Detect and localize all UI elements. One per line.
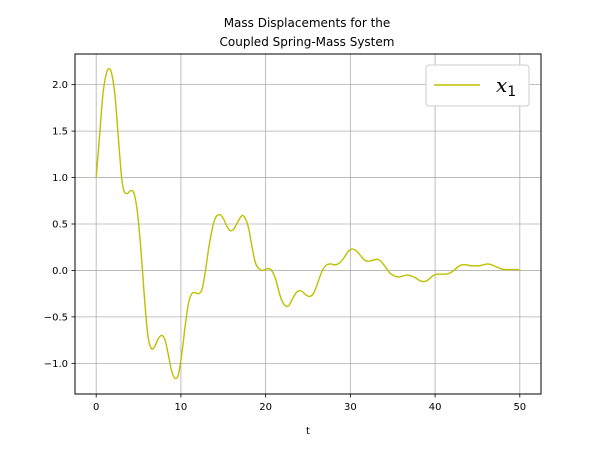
chart-title-line-1: Mass Displacements for the <box>224 16 391 30</box>
x-tick-label: 0 <box>93 402 99 413</box>
y-tick-label: 0.5 <box>52 220 68 231</box>
y-tick-label: 2.0 <box>52 80 68 91</box>
x-tick-label: 30 <box>344 402 357 413</box>
x-tick-label: 50 <box>513 402 526 413</box>
legend: x1 <box>425 64 530 107</box>
x-tick-label: 10 <box>175 402 188 413</box>
chart-title-line-2: Coupled Spring-Mass System <box>220 35 395 49</box>
y-tick-label: −1.0 <box>44 359 68 370</box>
x-tick-label: 40 <box>429 402 442 413</box>
x-tick-label: 20 <box>259 402 272 413</box>
x-axis-label: t <box>306 426 310 437</box>
grid-lines <box>75 54 541 394</box>
legend-label-subscript: 1 <box>507 84 516 100</box>
y-tick-label: 0.0 <box>52 266 68 277</box>
legend-label-x1: x1 <box>496 73 516 100</box>
y-axis-ticks: −1.0 −0.5 0.0 0.5 1.0 1.5 2.0 <box>44 80 75 370</box>
y-tick-label: 1.5 <box>52 127 68 138</box>
series-line-x1 <box>95 68 521 380</box>
y-tick-label: 1.0 <box>52 173 68 184</box>
x-axis-ticks: 0 10 20 30 40 50 <box>93 394 526 413</box>
y-tick-label: −0.5 <box>44 312 68 323</box>
legend-label-base: x <box>496 73 507 97</box>
